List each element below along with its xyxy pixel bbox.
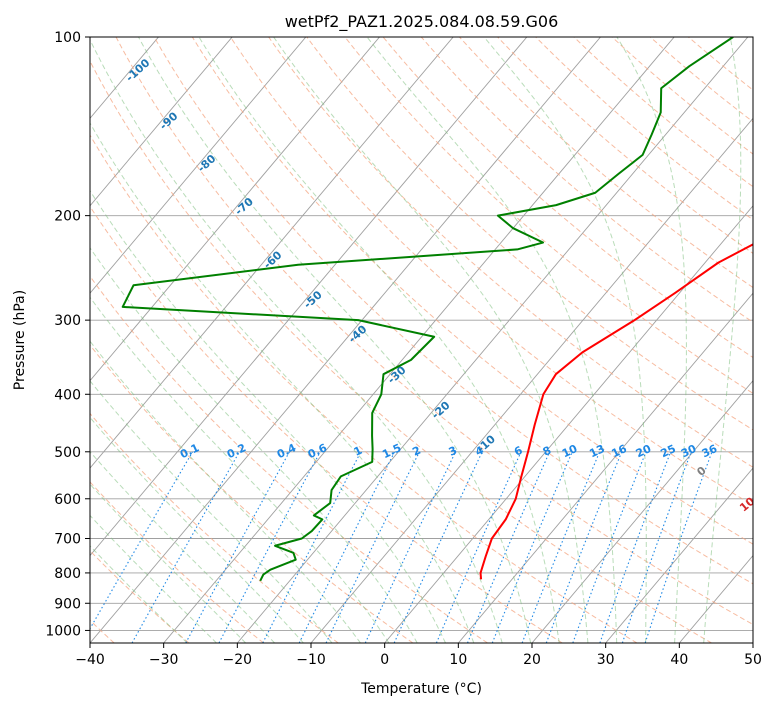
mixing-ratio-line — [491, 451, 573, 643]
mixing-ratio-label: 25 — [659, 442, 678, 460]
isotherm-line — [90, 37, 602, 643]
mixing-ratio-line — [435, 451, 522, 643]
isotherm-line — [531, 379, 753, 643]
dry-adiabat-line — [382, 37, 753, 359]
isotherm-line — [384, 205, 753, 643]
isotherm-line — [90, 37, 454, 469]
dry-adiabat-line — [153, 37, 753, 585]
isotherm-line — [310, 117, 753, 643]
moist-adiabat-line — [703, 37, 742, 643]
moist-adiabat-line — [483, 37, 647, 643]
mixing-ratio-line — [325, 451, 420, 643]
dry-adiabat-line — [90, 481, 264, 643]
x-axis-title: Temperature (°C) — [360, 681, 482, 697]
dry-adiabat-line — [420, 37, 753, 323]
moist-adiabat-line — [138, 37, 532, 643]
isotherm-line — [90, 37, 381, 382]
dry-adiabat-line — [90, 550, 190, 643]
mixing-ratio-label: 20 — [634, 442, 654, 460]
isotherm-line — [457, 292, 753, 643]
moist-adiabat-line — [90, 296, 390, 643]
moist-adiabat-line — [90, 340, 361, 643]
y-tick-label: 600 — [54, 492, 81, 508]
moist-adiabat-line — [616, 37, 687, 643]
mixing-ratio-label: 36 — [700, 442, 720, 460]
y-tick-label: 100 — [54, 30, 81, 46]
dry-adiabat-line — [90, 412, 339, 643]
x-tick-label: −30 — [149, 652, 179, 668]
dry-adiabat-line — [90, 60, 712, 643]
moist-adiabat-line — [90, 246, 418, 643]
chart-title: wetPf2_PAZ1.2025.084.08.59.G06 — [285, 12, 559, 32]
moist-adiabat-line — [90, 514, 217, 643]
dry-adiabat-line — [191, 37, 753, 545]
moist-adiabat-line — [90, 483, 246, 643]
mixing-ratio-line — [185, 451, 290, 643]
mixing-ratio-line — [467, 451, 551, 643]
mixing-ratio-line — [218, 451, 321, 643]
mixing-ratio-line — [599, 451, 672, 643]
y-tick-label: 300 — [54, 313, 81, 329]
moist-adiabat-line — [90, 416, 304, 643]
y-axis-title: Pressure (hPa) — [12, 290, 28, 390]
mixing-ratio-line — [545, 451, 623, 643]
x-tick-label: 20 — [523, 652, 541, 668]
dry-adiabat-line — [90, 205, 563, 643]
temperature-profile-line — [479, 243, 753, 580]
dry-adiabat-line — [306, 37, 753, 431]
profile-series — [121, 37, 753, 582]
y-tick-label: 700 — [54, 532, 81, 548]
mixing-ratio-line — [621, 451, 692, 643]
x-tick-label: −20 — [223, 652, 253, 668]
moist-adiabat-line — [90, 450, 275, 643]
x-tick-label: −40 — [75, 652, 105, 668]
y-tick-label: 800 — [54, 566, 81, 582]
axes: −40 −30 −20 −10 0 10 20 30 40 50 100 200 300 400 500 60… — [45, 30, 762, 668]
mixing-ratio-line — [298, 451, 396, 643]
mixing-ratio-label: 13 — [587, 442, 606, 460]
x-tick-label: 10 — [449, 652, 467, 668]
mixing-ratio-label: 30 — [679, 442, 699, 460]
mixing-ratio-label: 16 — [610, 442, 630, 460]
isotherm-line — [605, 467, 753, 643]
dewpoint-profile-line — [121, 37, 734, 582]
moist-adiabat-line — [198, 37, 560, 643]
mixing-ratio-line — [131, 451, 240, 643]
y-tick-label: 1000 — [45, 623, 81, 639]
moist-adiabat-line — [90, 122, 475, 643]
mixing-ratio-line — [521, 451, 601, 643]
y-tick-label: 400 — [54, 387, 81, 403]
moist-adiabat-line — [90, 38, 503, 643]
y-tick-label: 200 — [54, 209, 81, 225]
dry-adiabat-line — [268, 37, 753, 468]
mixing-ratio-line — [644, 451, 713, 643]
isotherm-line — [236, 37, 749, 643]
x-tick-label: 30 — [597, 652, 615, 668]
y-tick-label: 500 — [54, 445, 81, 461]
isotherm-line — [90, 37, 528, 557]
x-tick-label: 0 — [380, 652, 389, 668]
dry-adiabat-line — [90, 344, 414, 643]
moist-adiabat-line — [90, 545, 188, 643]
dry-adiabat-line — [90, 134, 638, 643]
moist-adiabat-line — [90, 189, 446, 643]
x-tick-label: 40 — [670, 652, 688, 668]
isotherm-line — [163, 37, 675, 643]
plot-frame — [89, 36, 754, 644]
mixing-ratio-line — [572, 451, 647, 643]
y-tick-label: 900 — [54, 596, 81, 612]
x-tick-label: −10 — [296, 652, 326, 668]
moist-adiabat-line — [273, 37, 589, 643]
background-lines — [90, 37, 753, 643]
dry-adiabat-line — [115, 37, 753, 626]
isotherm-line — [90, 37, 307, 294]
dry-adiabat-line — [344, 37, 753, 394]
mixing-ratio-label: 10 — [560, 442, 580, 460]
x-tick-label: 50 — [744, 652, 762, 668]
